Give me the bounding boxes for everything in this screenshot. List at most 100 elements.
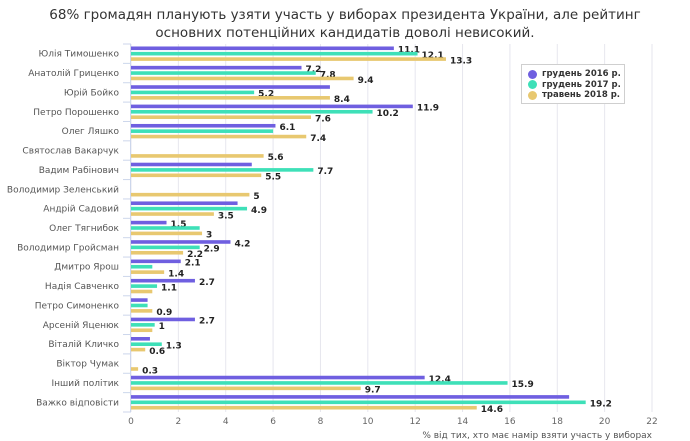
data-label: 5.2 <box>258 90 274 100</box>
legend-dot-icon <box>528 80 537 90</box>
bar-dec-2017 <box>131 129 274 133</box>
category-label: Олег Тягнибок <box>49 224 119 234</box>
bar-dec-2016 <box>131 395 570 399</box>
chart-legend: грудень 2016 р. грудень 2017 р. травень … <box>521 64 625 104</box>
category-label: Віталій Кличко <box>48 340 119 350</box>
legend-item-dec-2016[interactable]: грудень 2016 р. <box>528 69 621 80</box>
data-label: 5 <box>253 192 259 202</box>
legend-item-may-2018[interactable]: травень 2018 р. <box>528 90 621 101</box>
bar-may-2018 <box>131 76 354 81</box>
data-label: 0.9 <box>156 308 172 318</box>
bar-dec-2016 <box>131 46 394 51</box>
category-label: Юлія Тимошенко <box>39 50 120 60</box>
data-label: 2.1 <box>185 259 201 269</box>
chart-title-line-2: основних потенційних кандидатів доволі н… <box>155 25 535 41</box>
category-label: Надія Савченко <box>45 282 120 292</box>
bar-may-2018 <box>131 386 361 391</box>
legend-label: грудень 2017 р. <box>542 79 621 90</box>
category-label: Володимир Зеленський <box>7 185 119 195</box>
bar-may-2018 <box>131 96 330 100</box>
legend-item-dec-2017[interactable]: грудень 2017 р. <box>528 79 621 91</box>
data-label: 7.8 <box>320 70 336 80</box>
data-label: 1.5 <box>171 220 187 230</box>
bar-may-2018 <box>131 250 184 255</box>
bar-dec-2016 <box>131 375 425 380</box>
legend-label: грудень 2016 р. <box>542 69 621 80</box>
bar-dec-2016 <box>131 259 181 264</box>
bar-dec-2017 <box>131 226 200 230</box>
legend-label: травень 2018 р. <box>542 90 621 101</box>
bar-may-2018 <box>131 289 153 294</box>
legend-dot-icon <box>528 69 537 79</box>
x-tick-label: 6 <box>270 417 276 427</box>
category-label: Юрій Бойко <box>64 88 120 98</box>
data-label: 4.9 <box>251 206 267 216</box>
bar-may-2018 <box>131 405 477 410</box>
bar-dec-2017 <box>131 51 418 56</box>
category-label: Олег Ляшко <box>62 127 120 137</box>
bar-dec-2016 <box>131 104 413 109</box>
bar-dec-2017 <box>131 168 314 172</box>
bar-may-2018 <box>131 134 307 139</box>
data-label: 1.4 <box>168 269 184 279</box>
bar-may-2018 <box>131 173 262 178</box>
data-label: 11.1 <box>398 46 420 56</box>
bar-dec-2016 <box>131 317 195 322</box>
bar-dec-2017 <box>131 206 248 211</box>
legend-dot-icon <box>528 90 537 100</box>
bar-dec-2017 <box>131 109 373 114</box>
bar-may-2018 <box>131 270 165 274</box>
data-label: 3 <box>206 231 212 241</box>
bar-dec-2016 <box>131 220 167 225</box>
bar-may-2018 <box>131 212 214 216</box>
x-tick-label: 18 <box>552 417 564 427</box>
bar-dec-2016 <box>131 65 302 70</box>
bar-may-2018 <box>131 154 264 158</box>
bar-dec-2017 <box>131 264 153 269</box>
data-label: 11.9 <box>417 104 439 114</box>
bar-may-2018 <box>131 328 153 333</box>
x-tick-label: 0 <box>128 417 134 427</box>
category-label: Арсеній Яценюк <box>43 321 120 331</box>
bar-dec-2017 <box>131 90 255 95</box>
bar-dec-2017 <box>131 303 148 308</box>
bar-may-2018 <box>131 115 311 119</box>
category-label: Віктор Чумак <box>56 360 119 370</box>
data-label: 1.3 <box>166 342 182 352</box>
data-label: 9.7 <box>365 386 381 396</box>
data-label: 1.1 <box>161 283 177 293</box>
category-label: Андрій Садовий <box>43 205 119 215</box>
category-label: Анатолій Гриценко <box>28 69 119 79</box>
category-label: Вадим Рабінович <box>39 166 119 176</box>
bar-dec-2017 <box>131 245 200 250</box>
x-tick-label: 20 <box>599 417 611 427</box>
bar-dec-2017 <box>131 71 316 75</box>
bar-may-2018 <box>131 231 203 236</box>
bar-dec-2016 <box>131 123 276 128</box>
data-label: 4.2 <box>234 239 250 249</box>
data-label: 12.1 <box>422 51 444 61</box>
data-label: 10.2 <box>377 109 399 119</box>
data-label: 2.7 <box>199 278 215 288</box>
data-label: 7.2 <box>306 65 322 75</box>
bar-may-2018 <box>131 309 153 313</box>
data-label: 1 <box>159 322 165 332</box>
data-label: 14.6 <box>481 405 503 415</box>
data-label: 9.4 <box>358 76 374 86</box>
category-label: Важко відповісти <box>36 398 119 408</box>
bar-may-2018 <box>131 347 146 352</box>
data-label: 3.5 <box>218 211 234 221</box>
bar-may-2018 <box>131 367 139 371</box>
data-label: 2.7 <box>199 317 215 327</box>
x-tick-label: 8 <box>318 417 324 427</box>
bar-dec-2016 <box>131 201 238 206</box>
x-tick-label: 10 <box>362 417 374 427</box>
bar-dec-2016 <box>131 298 148 302</box>
bar-dec-2016 <box>131 162 252 167</box>
category-label: Петро Симоненко <box>35 301 120 311</box>
bar-may-2018 <box>131 57 446 61</box>
data-label: 19.2 <box>590 400 612 410</box>
x-tick-label: 14 <box>457 417 469 427</box>
category-label: Петро Порошенко <box>33 108 119 118</box>
